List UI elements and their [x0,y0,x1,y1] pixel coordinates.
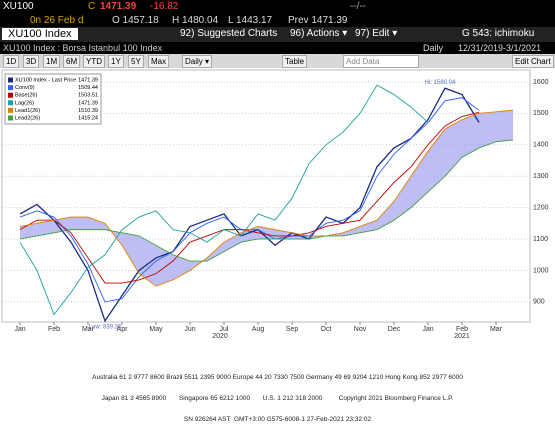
legend-swatch [8,85,13,91]
annotation: Hi: 1580.04 [425,80,456,86]
legend-label: Conv(9) [15,85,35,91]
change: -16.82 [150,1,179,12]
series-line [19,84,429,316]
legend-label: Lead2(26) [15,115,40,121]
range: 12/31/2019-3/1/2021 [458,43,542,53]
legend-value: 1471.39 [78,77,98,83]
x-tick-label: Apr [117,326,129,333]
range-button[interactable]: 1D [3,55,20,68]
annotation: Low: 839.36 [89,325,122,331]
legend-swatch [8,107,13,113]
menu-item[interactable]: 97) Edit ▾ [355,28,398,39]
bloomberg-screen: XU100 C 1471.39 -16.82 --/-- 0n 26 Feb d… [0,0,555,423]
y-tick-label: 1100 [533,236,548,243]
legend-label: Lead1(26) [15,108,40,114]
series-line [19,87,480,323]
quote-bar: XU100 C 1471.39 -16.82 --/-- [0,0,555,14]
range-button[interactable]: 5Y [128,55,144,68]
y-tick-label: 1000 [533,267,549,274]
legend-swatch [8,100,13,106]
x-tick-label: Sep [286,326,299,333]
legend-value: 1503.51 [78,93,98,99]
footer-line: SN 926264 AST GMT+3:00 G575-6008-1 27-Fe… [183,416,372,423]
ticker: XU100 [3,1,34,12]
range-button[interactable]: Max [148,55,170,68]
legend-swatch [8,115,13,121]
plot-background [1,69,531,323]
menu-item[interactable]: 96) Actions ▾ [290,28,348,39]
range-button[interactable]: 1Y [108,55,124,68]
x-tick-label: Oct [321,326,332,333]
high: H 1480.04 [172,15,219,26]
legend-value: 1471.39 [78,100,98,106]
range-button[interactable]: 6M [63,55,81,68]
desc-bar: XU100 Index : Borsa Istanbul 100 Index D… [0,42,555,54]
y-tick-label: 1300 [533,173,549,180]
range-button[interactable]: YTD [83,55,105,68]
x-tick-label: Jan [422,326,433,333]
frequency[interactable]: Daily ▾ [182,55,213,68]
legend-value: 1510.39 [78,108,98,114]
x-tick-label: Nov [354,326,367,333]
x-tick-label: Aug [252,326,265,333]
series-line [19,139,514,262]
legend-swatch [8,77,13,83]
legend-box [4,73,102,125]
security[interactable]: XU100 Index [2,28,78,40]
low: L 1443.17 [228,15,273,26]
open: O 1457.18 [112,15,159,26]
legend-value: 1509.44 [78,85,98,91]
legend-label: Base(26) [15,93,37,99]
menu-bar: XU100 Index 92) Suggested Charts 96) Act… [0,27,555,42]
add-data[interactable]: Add Data [343,55,419,68]
menu-item[interactable]: 92) Suggested Charts [180,28,278,39]
series-line [19,97,480,303]
legend-value: 1415.24 [78,115,98,121]
edit-chart[interactable]: Edit Chart [512,55,554,68]
legend-label: Lag(26) [15,100,34,106]
y-tick-label: 1200 [533,204,549,211]
date-line: 0n 26 Feb d [30,15,84,26]
legend-label: XU100 Index - Last Price [15,77,76,83]
c-label: C [88,1,96,12]
x-tick-label: Mar [490,326,503,333]
ohlc-bar: 0n 26 Feb d O 1457.18 H 1480.04 L 1443.1… [0,14,555,27]
x-tick-label: Jul [220,326,229,333]
range-button[interactable]: 3D [23,55,40,68]
x-tick-label: Mar [82,326,95,333]
x-tick-label: Feb [48,326,60,333]
prev: Prev 1471.39 [288,15,348,26]
footer: Australia 61 2 9777 8600 Brazil 5511 239… [0,338,555,423]
x-tick-label: Dec [388,326,401,333]
y-tick-label: 1500 [533,110,549,117]
toolbar: Daily ▾ Table Add Data Edit Chart 1D 3D 1M… [0,54,555,68]
range-button[interactable]: 1M [43,55,61,68]
x-tick-label: Feb [456,326,468,333]
y-tick-label: 1600 [533,79,549,86]
ichimoku-cloud [20,110,513,287]
x-tick-label: Jan [14,326,25,333]
page-id: G 543: ichimoku [462,28,535,39]
footer-line: Japan 81 3 4565 8900 Singapore 65 6212 1… [101,395,454,402]
time: --/-- [350,1,367,12]
x-tick-label: May [149,326,163,333]
y-tick-label: 900 [533,299,545,306]
x-tick-label: Jun [184,326,195,333]
legend-swatch [8,92,13,98]
series-line [19,111,480,284]
y-tick-label: 1400 [533,142,549,149]
series-line [19,109,514,287]
period: Daily [423,43,444,53]
description: XU100 Index : Borsa Istanbul 100 Index [3,43,163,53]
table-button[interactable]: Table [282,55,308,68]
footer-line: Australia 61 2 9777 8600 Brazil 5511 239… [92,374,463,381]
last: 1471.39 [100,1,137,12]
